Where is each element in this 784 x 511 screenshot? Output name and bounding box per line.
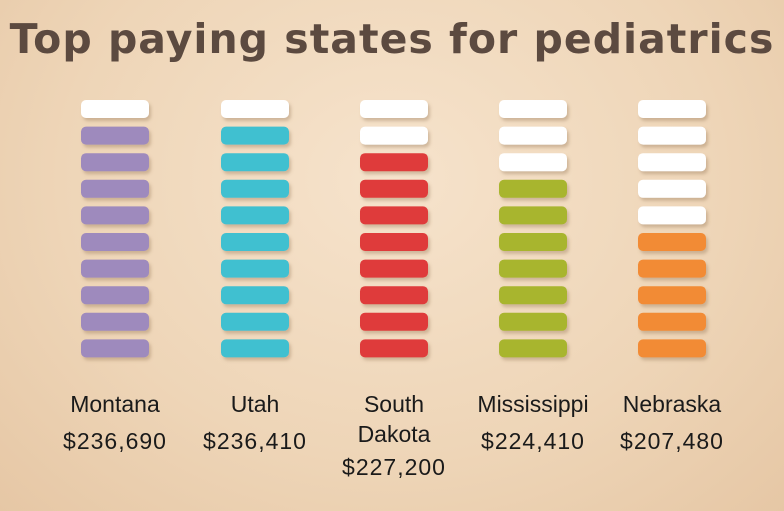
bar-segment-filled	[81, 179, 149, 198]
bar-segment-filled	[221, 206, 289, 225]
bar-segment-filled	[81, 312, 149, 331]
bar-segment-empty	[499, 100, 567, 118]
bar-segment-empty	[81, 100, 149, 118]
bar-segment-filled	[638, 286, 706, 305]
bar-segment-filled	[499, 286, 567, 305]
bar-segment-filled	[499, 259, 567, 278]
bar-segment-empty	[360, 126, 428, 145]
bar-segment-filled	[360, 312, 428, 331]
category-label: Montana	[70, 391, 160, 417]
bar-segment-empty	[638, 206, 706, 225]
bar-segment-filled	[81, 233, 149, 251]
bar-segment-filled	[499, 312, 567, 331]
bar-segment-filled	[221, 179, 289, 198]
bar-segment-filled	[221, 153, 289, 172]
bar-segment-filled	[499, 233, 567, 251]
bar-segment-empty	[638, 179, 706, 198]
bar-segment-filled	[81, 153, 149, 172]
value-label: $236,410	[203, 428, 307, 454]
value-label: $207,480	[620, 428, 724, 454]
bar-segment-filled	[499, 206, 567, 225]
bar-segment-filled	[360, 206, 428, 225]
bar-segment-filled	[221, 126, 289, 145]
bar-segment-filled	[638, 259, 706, 278]
bar-segment-filled	[221, 259, 289, 278]
bar-segment-filled	[221, 286, 289, 305]
bar-segment-filled	[81, 126, 149, 145]
bar-segment-empty	[221, 100, 289, 118]
bar-segment-empty	[499, 153, 567, 172]
value-label: $227,200	[342, 454, 446, 480]
category-label: Nebraska	[622, 391, 722, 417]
bar-segment-empty	[638, 126, 706, 145]
bar-segment-empty	[638, 153, 706, 172]
bar-segment-filled	[499, 179, 567, 198]
bar-segment-filled	[81, 206, 149, 225]
bar-segment-filled	[360, 339, 428, 358]
bar-segment-filled	[638, 233, 706, 251]
category-label: South Dakota	[357, 391, 431, 447]
bar-segment-filled	[81, 259, 149, 278]
category-label: Utah	[230, 391, 280, 417]
bar-segment-empty	[638, 100, 706, 118]
bar-segment-empty	[499, 126, 567, 145]
bar-segment-filled	[221, 339, 289, 358]
bar-segment-filled	[360, 286, 428, 305]
value-label: $236,690	[63, 428, 167, 454]
bar-segment-filled	[81, 286, 149, 305]
bar-segment-filled	[638, 339, 706, 358]
bar-segment-empty	[360, 100, 428, 118]
value-label: $224,410	[481, 428, 585, 454]
bar-segment-filled	[81, 339, 149, 358]
bar-segment-filled	[638, 312, 706, 331]
bar-segment-filled	[360, 233, 428, 251]
bar-segment-filled	[221, 312, 289, 331]
page-title: Top paying states for pediatrics	[9, 15, 775, 63]
bar-segment-filled	[221, 233, 289, 251]
bar-segment-filled	[360, 259, 428, 278]
bar-segment-filled	[360, 153, 428, 172]
bar-segment-filled	[360, 179, 428, 198]
bar-segment-filled	[499, 339, 567, 358]
category-label: Mississippi	[477, 391, 589, 417]
